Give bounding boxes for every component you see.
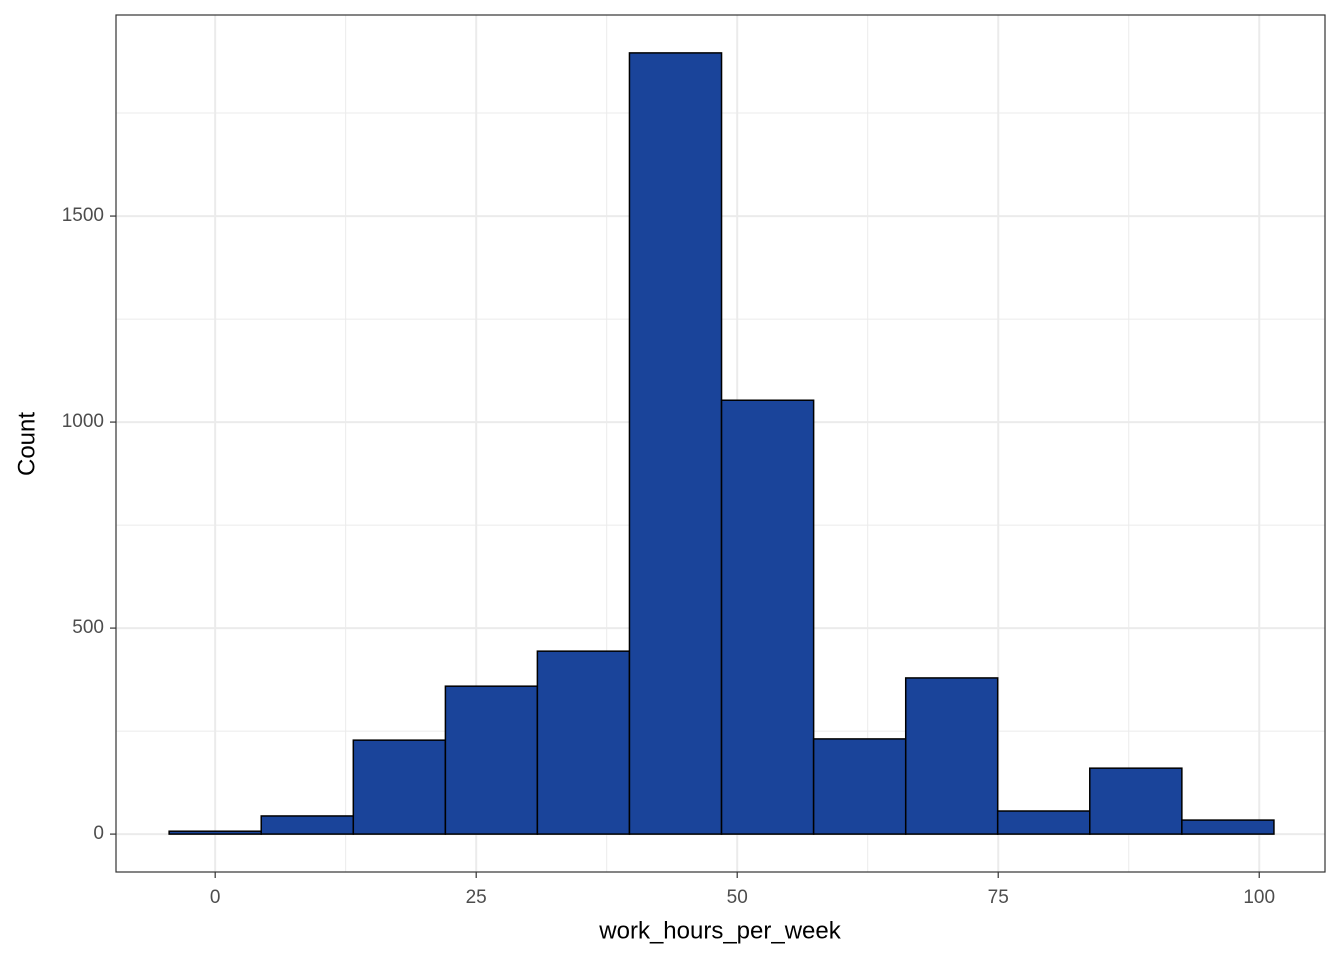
- bar: [628, 52, 723, 835]
- bar: [720, 399, 815, 835]
- x-tick-label: 75: [988, 887, 1009, 908]
- y-axis-title: Count: [13, 412, 40, 476]
- y-tick-label: 0: [93, 823, 104, 844]
- x-tick-label: 100: [1243, 887, 1275, 908]
- bar: [536, 650, 631, 835]
- bar: [1089, 767, 1183, 835]
- y-tick-label: 500: [72, 617, 104, 638]
- bar: [444, 685, 539, 835]
- y-tick-label: 1000: [62, 411, 104, 432]
- bar: [352, 739, 447, 835]
- bar: [812, 738, 907, 835]
- x-tick-label: 50: [727, 887, 748, 908]
- bar: [260, 815, 355, 835]
- bar: [904, 677, 999, 835]
- x-tick-label: 25: [466, 887, 487, 908]
- bar: [168, 830, 262, 835]
- bar: [1181, 819, 1275, 835]
- panel-border: [115, 14, 1326, 873]
- bar: [996, 810, 1091, 835]
- y-tick-label: 1500: [62, 205, 104, 226]
- x-tick-label: 0: [210, 887, 221, 908]
- x-axis-title: work_hours_per_week: [598, 917, 841, 944]
